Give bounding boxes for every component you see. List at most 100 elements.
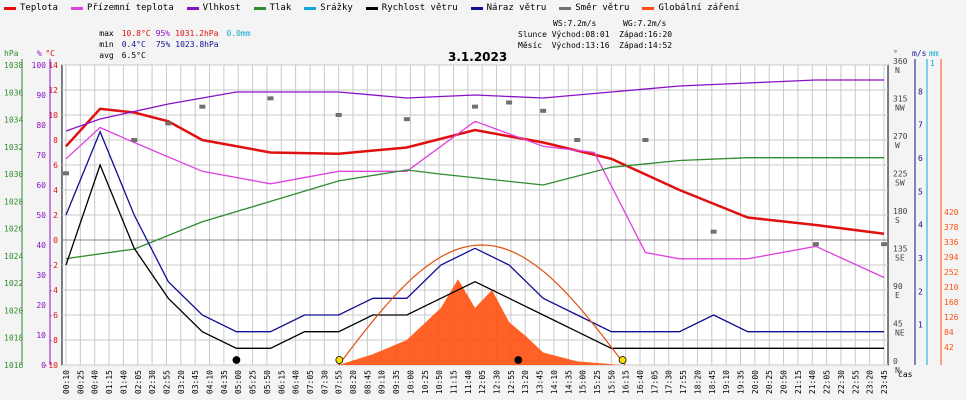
x-tick-label: 17:55 — [679, 370, 688, 394]
direction-tick-label: S — [895, 216, 900, 225]
sun-moon-marker — [618, 356, 627, 364]
legend-label: Srážky — [320, 3, 353, 13]
legend-label: Tlak — [269, 3, 292, 13]
wind-direction-point — [812, 242, 819, 247]
x-tick-label: 20:50 — [780, 370, 789, 394]
x-tick-label: 23:45 — [880, 370, 889, 394]
x-tick-label: 10:00 — [406, 370, 415, 394]
celsius-tick-label: -2 — [48, 261, 58, 270]
x-tick-label: 01:40 — [119, 370, 128, 394]
ms-tick-label: 7 — [918, 121, 923, 130]
wind-direction-point — [710, 229, 717, 234]
direction-tick-label: N — [895, 366, 900, 375]
percent-tick-label: 0 — [41, 361, 46, 370]
x-tick-label: 07:30 — [320, 370, 329, 394]
x-tick-label: 16:15 — [622, 370, 631, 394]
x-tick-label: 08:20 — [349, 370, 358, 394]
celsius-tick-label: 8 — [53, 136, 58, 145]
x-tick-label: 11:15 — [449, 370, 458, 394]
legend-item: Srážky — [304, 3, 353, 13]
celsius-tick-label: 0 — [53, 236, 58, 245]
celsius-tick-label: 4 — [53, 186, 58, 195]
x-tick-label: 22:05 — [823, 370, 832, 394]
x-tick-label: 20:00 — [751, 370, 760, 394]
wm2-tick-label: 420 — [944, 208, 959, 217]
stat-min-label: min — [99, 40, 114, 49]
direction-tick-label: 225 — [893, 170, 908, 179]
stat-max-press: 1031.2hPa — [175, 29, 219, 38]
mm-tick-label: 1 — [930, 59, 935, 68]
wind-direction-point — [506, 100, 513, 105]
x-tick-label: 15:50 — [607, 370, 616, 394]
celsius-tick-label: 10 — [48, 111, 58, 120]
direction-tick-label: 0 — [893, 357, 898, 366]
x-tick-label: 01:15 — [105, 370, 114, 394]
wind-direction-point — [267, 96, 274, 101]
direction-tick-label: 90 — [893, 282, 903, 291]
ms-tick-label: 5 — [918, 187, 923, 196]
wind-direction-point — [574, 138, 581, 142]
percent-axis-label: % — [37, 49, 42, 58]
percent-tick-label: 60 — [36, 181, 46, 190]
stats-block: max 10.8°C 95% 1031.2hPa 0.0mm — [80, 19, 250, 49]
legend-item: Přízemní teplota — [70, 3, 174, 13]
celsius-tick-label: -4 — [48, 286, 58, 295]
ms-tick-label: 4 — [918, 221, 923, 230]
wm2-tick-label: 168 — [944, 298, 959, 307]
direction-tick-label: NE — [895, 329, 905, 338]
radiation-area — [338, 279, 622, 365]
x-tick-label: 10:25 — [421, 370, 430, 394]
x-tick-label: 20:25 — [765, 370, 774, 394]
direction-tick-label: 360 — [893, 57, 908, 66]
x-tick-label: 12:05 — [478, 370, 487, 394]
x-tick-label: 09:10 — [378, 370, 387, 394]
wind-direction-point — [472, 104, 478, 109]
stat-avg-label: avg — [99, 51, 114, 60]
celsius-tick-label: 2 — [53, 211, 58, 220]
celsius-tick-label: -8 — [48, 336, 58, 345]
direction-tick-label: SW — [895, 179, 905, 188]
legend-swatch — [304, 6, 317, 10]
legend-swatch — [253, 6, 266, 10]
x-tick-label: 09:35 — [392, 370, 401, 394]
hpa-tick-label: 1018 — [4, 334, 23, 343]
chart-title: 3.1.2023 — [448, 50, 508, 64]
percent-tick-label: 50 — [36, 211, 46, 220]
x-tick-label: 21:40 — [808, 370, 817, 394]
series-line-5 — [65, 163, 884, 349]
series-line-3 — [65, 157, 884, 260]
wm2-tick-label: 84 — [944, 328, 954, 337]
percent-tick-label: 40 — [36, 241, 46, 250]
hpa-tick-label: 1028 — [4, 197, 23, 206]
x-tick-label: 05:50 — [263, 370, 272, 394]
wind-direction-point — [642, 138, 649, 142]
direction-axis-label: ° — [893, 49, 898, 58]
sun-moon-marker — [335, 356, 344, 364]
legend-swatch — [470, 6, 483, 10]
percent-tick-label: 10 — [36, 331, 46, 340]
x-tick-label: 15:25 — [593, 370, 602, 394]
wm2-tick-label: 210 — [944, 283, 959, 292]
legend-swatch — [559, 6, 572, 10]
ms-tick-label: 8 — [918, 87, 923, 96]
x-tick-label: 02:55 — [162, 370, 171, 394]
ms-tick-label: 2 — [918, 287, 923, 296]
series-line-1 — [65, 120, 885, 279]
legend-swatch — [186, 6, 199, 10]
x-tick-label: 12:55 — [507, 370, 516, 394]
hpa-tick-label: 1034 — [4, 116, 23, 125]
legend-item: Směr větru — [559, 3, 629, 13]
series-line-0 — [65, 107, 885, 236]
x-axis-label: čas — [898, 369, 913, 379]
x-tick-label: 22:55 — [851, 370, 860, 394]
direction-tick-label: SE — [895, 254, 905, 263]
x-tick-label: 14:10 — [550, 370, 559, 394]
x-tick-label: 07:55 — [335, 370, 344, 394]
legend-label: Vlhkost — [202, 3, 241, 13]
legend-item: Teplota — [4, 3, 58, 13]
legend-label: Teplota — [20, 3, 58, 13]
wind-direction-point — [335, 113, 342, 117]
celsius-tick-label: 12 — [48, 86, 58, 95]
wm2-tick-label: 126 — [944, 313, 959, 322]
